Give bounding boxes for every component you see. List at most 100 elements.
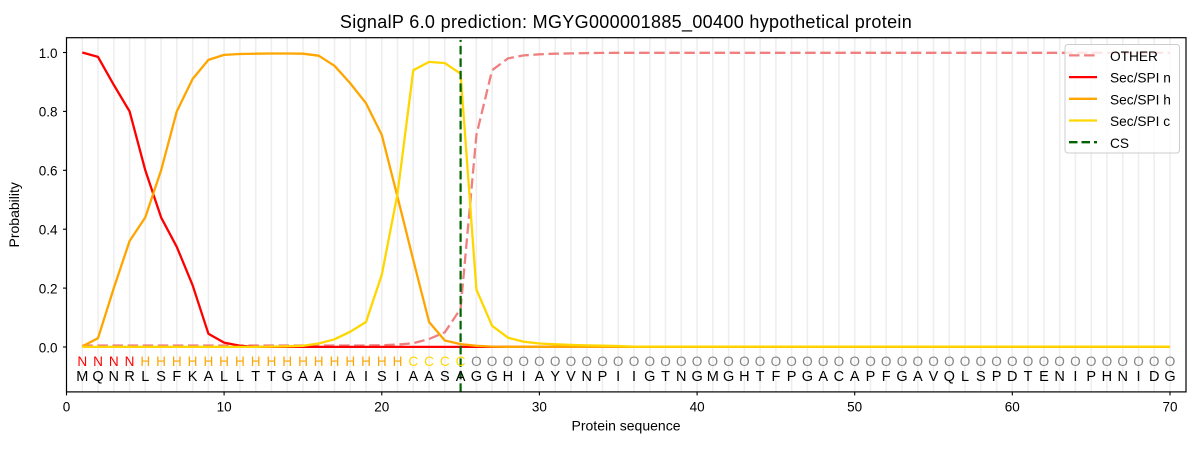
svg-text:O: O <box>471 354 482 369</box>
svg-text:I: I <box>522 369 526 385</box>
svg-text:O: O <box>739 354 750 369</box>
svg-text:V: V <box>566 369 576 385</box>
svg-text:L: L <box>961 369 969 385</box>
svg-text:0.0: 0.0 <box>39 340 58 355</box>
svg-text:H: H <box>393 354 403 369</box>
svg-text:G: G <box>282 369 293 385</box>
svg-text:50: 50 <box>847 400 862 415</box>
svg-text:P: P <box>866 369 876 385</box>
svg-text:C: C <box>456 354 466 369</box>
svg-text:H: H <box>1102 369 1112 385</box>
svg-text:I: I <box>616 369 620 385</box>
svg-text:O: O <box>1165 354 1176 369</box>
svg-text:L: L <box>236 369 244 385</box>
svg-text:O: O <box>881 354 892 369</box>
svg-text:H: H <box>345 354 355 369</box>
svg-text:O: O <box>786 354 797 369</box>
svg-text:G: G <box>723 369 734 385</box>
svg-text:Probability: Probability <box>6 182 22 247</box>
svg-text:Y: Y <box>550 369 560 385</box>
svg-text:F: F <box>172 369 181 385</box>
svg-text:O: O <box>1039 354 1050 369</box>
svg-text:1.0: 1.0 <box>39 46 58 61</box>
svg-text:O: O <box>503 354 514 369</box>
svg-text:H: H <box>251 354 261 369</box>
svg-text:G: G <box>644 369 655 385</box>
svg-text:H: H <box>219 354 229 369</box>
svg-text:G: G <box>1164 369 1175 385</box>
svg-text:I: I <box>332 369 336 385</box>
svg-text:G: G <box>896 369 907 385</box>
svg-text:O: O <box>1086 354 1097 369</box>
svg-text:0.2: 0.2 <box>39 281 58 296</box>
svg-text:G: G <box>471 369 482 385</box>
svg-text:I: I <box>1136 369 1140 385</box>
svg-text:O: O <box>928 354 939 369</box>
svg-text:O: O <box>723 354 734 369</box>
svg-text:M: M <box>707 369 719 385</box>
svg-text:Q: Q <box>92 369 103 385</box>
svg-text:A: A <box>913 369 923 385</box>
svg-text:H: H <box>361 354 371 369</box>
svg-text:I: I <box>364 369 368 385</box>
svg-text:I: I <box>1073 369 1077 385</box>
svg-text:O: O <box>629 354 640 369</box>
svg-text:O: O <box>1133 354 1144 369</box>
svg-text:20: 20 <box>374 400 389 415</box>
svg-text:H: H <box>172 354 182 369</box>
svg-text:E: E <box>1039 369 1049 385</box>
svg-text:A: A <box>298 369 308 385</box>
svg-text:G: G <box>691 369 702 385</box>
svg-text:Sec/SPI h: Sec/SPI h <box>1110 92 1171 107</box>
svg-text:D: D <box>1149 369 1159 385</box>
svg-text:O: O <box>487 354 498 369</box>
svg-text:0.6: 0.6 <box>39 164 58 179</box>
svg-text:O: O <box>613 354 624 369</box>
svg-text:N: N <box>109 354 119 369</box>
svg-text:C: C <box>834 369 844 385</box>
svg-text:O: O <box>913 354 924 369</box>
svg-text:O: O <box>1102 354 1113 369</box>
svg-text:H: H <box>156 354 166 369</box>
svg-text:O: O <box>818 354 829 369</box>
svg-text:O: O <box>660 354 671 369</box>
svg-text:N: N <box>93 354 103 369</box>
svg-text:H: H <box>266 354 276 369</box>
svg-text:CS: CS <box>1110 136 1129 151</box>
svg-text:N: N <box>676 369 686 385</box>
svg-text:S: S <box>156 369 166 385</box>
svg-text:G: G <box>802 369 813 385</box>
svg-text:H: H <box>330 354 340 369</box>
svg-text:N: N <box>581 369 591 385</box>
svg-text:O: O <box>991 354 1002 369</box>
svg-text:Sec/SPI n: Sec/SPI n <box>1110 71 1171 86</box>
svg-text:40: 40 <box>690 400 705 415</box>
svg-text:C: C <box>424 354 434 369</box>
svg-text:N: N <box>109 369 119 385</box>
svg-text:T: T <box>251 369 260 385</box>
svg-text:V: V <box>929 369 939 385</box>
svg-text:N: N <box>1117 369 1127 385</box>
svg-text:Q: Q <box>944 369 955 385</box>
svg-text:10: 10 <box>217 400 232 415</box>
svg-text:O: O <box>645 354 656 369</box>
svg-text:H: H <box>235 354 245 369</box>
svg-text:O: O <box>550 354 561 369</box>
svg-text:F: F <box>771 369 780 385</box>
svg-text:H: H <box>298 354 308 369</box>
svg-text:30: 30 <box>532 400 547 415</box>
svg-text:Protein sequence: Protein sequence <box>572 418 681 434</box>
svg-text:O: O <box>1149 354 1160 369</box>
svg-text:H: H <box>188 354 198 369</box>
svg-text:H: H <box>282 354 292 369</box>
svg-text:60: 60 <box>1005 400 1020 415</box>
svg-text:0.8: 0.8 <box>39 105 58 120</box>
svg-text:H: H <box>377 354 387 369</box>
svg-text:S: S <box>976 369 986 385</box>
svg-text:S: S <box>440 369 450 385</box>
svg-text:C: C <box>408 354 418 369</box>
svg-text:OTHER: OTHER <box>1110 49 1158 64</box>
svg-text:O: O <box>960 354 971 369</box>
svg-text:O: O <box>597 354 608 369</box>
svg-text:SignalP 6.0 prediction: MGYG00: SignalP 6.0 prediction: MGYG000001885_00… <box>340 12 912 33</box>
